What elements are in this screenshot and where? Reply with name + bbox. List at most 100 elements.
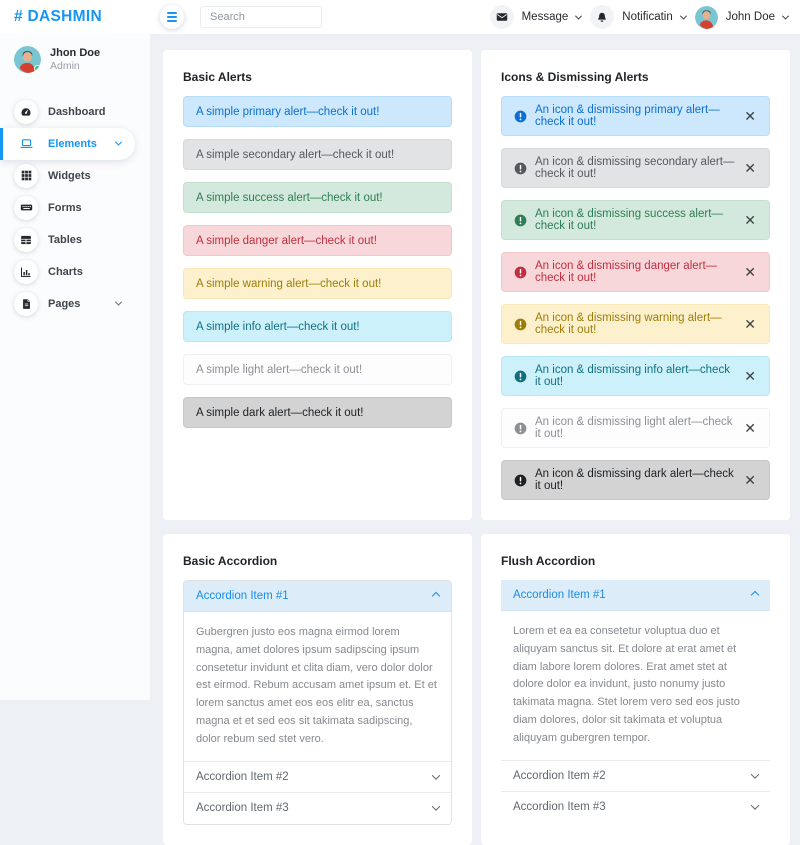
file-icon	[14, 291, 38, 316]
exclamation-circle-icon	[514, 318, 527, 331]
close-icon[interactable]: ✕	[744, 316, 756, 332]
notification-dropdown[interactable]: Notificatin	[590, 5, 687, 29]
exclamation-circle-icon	[514, 110, 527, 123]
alert-primary: An icon & dismissing primary alert—check…	[501, 96, 770, 136]
alert-secondary: A simple secondary alert—check it out!	[183, 139, 452, 170]
alert-text: An icon & dismissing warning alert—check…	[535, 312, 722, 336]
accordion-header-2[interactable]: Accordion Item #2	[184, 761, 451, 793]
accordion-header-3[interactable]: Accordion Item #3	[501, 791, 770, 823]
accordion-label: Accordion Item #1	[513, 589, 606, 601]
accordion-item: Accordion Item #1 Lorem et ea ea consetet…	[501, 580, 770, 761]
close-icon[interactable]: ✕	[744, 108, 756, 124]
chevron-up-icon	[750, 590, 760, 600]
laptop-icon	[14, 131, 38, 156]
user-avatar	[694, 5, 718, 29]
message-dropdown[interactable]: Message	[489, 5, 583, 29]
alert-text: An icon & dismissing primary alert—check…	[535, 104, 720, 128]
close-icon[interactable]: ✕	[744, 472, 756, 488]
accordion-item: Accordion Item #3	[184, 792, 451, 824]
card-title: Basic Alerts	[183, 70, 252, 84]
sidebar-item-label: Dashboard	[48, 105, 106, 118]
basic-accordion-card: Basic Accordion Accordion Item #1 Gubergr…	[163, 534, 472, 845]
alert-dark: An icon & dismissing dark alert—check it…	[501, 460, 770, 500]
alert-text: An icon & dismissing dark alert—check it…	[535, 468, 734, 492]
close-icon[interactable]: ✕	[744, 160, 756, 176]
sidebar-item-label: Forms	[48, 201, 82, 214]
sidebar-toggle-button[interactable]	[160, 5, 184, 29]
accordion-header-2[interactable]: Accordion Item #2	[501, 760, 770, 792]
online-status-dot	[34, 65, 41, 73]
accordion-body: Gubergren justo eos magna eirmod lorem m…	[184, 612, 451, 762]
sidebar-item-label: Pages	[48, 297, 81, 310]
basic-alerts-list: A simple primary alert—check it out! A si…	[183, 96, 452, 428]
accordion-header-3[interactable]: Accordion Item #3	[184, 792, 451, 824]
profile-role: Admin	[50, 60, 80, 73]
flush-accordion-card: Flush Accordion Accordion Item #1 Lorem e…	[481, 534, 790, 845]
profile-avatar	[14, 46, 41, 74]
chevron-up-icon	[431, 591, 441, 601]
sidebar: Jhon Doe Admin Dashboard Elements Widgets F…	[0, 34, 150, 700]
keyboard-icon	[14, 195, 38, 220]
gauge-icon	[14, 99, 38, 124]
sidebar-item-charts[interactable]: Charts	[0, 256, 135, 288]
sidebar-item-tables[interactable]: Tables	[0, 224, 135, 256]
chevron-down-icon	[114, 138, 123, 147]
chevron-down-icon	[750, 770, 760, 779]
sidebar-item-pages[interactable]: Pages	[0, 288, 135, 320]
exclamation-circle-icon	[514, 370, 527, 383]
sidebar-item-dashboard[interactable]: Dashboard	[0, 96, 135, 128]
close-icon[interactable]: ✕	[744, 368, 756, 384]
basic-accordion: Accordion Item #1 Gubergren justo eos mag…	[183, 580, 452, 825]
sidebar-profile[interactable]: Jhon Doe Admin	[0, 34, 150, 84]
close-icon[interactable]: ✕	[744, 212, 756, 228]
bell-icon	[590, 5, 615, 29]
sidebar-item-elements[interactable]: Elements	[0, 127, 135, 160]
chevron-down-icon	[114, 298, 123, 307]
topbar: # DASHMIN Message Notificatin John Doe	[0, 0, 800, 34]
accordion-item: Accordion Item #1 Gubergren justo eos mag…	[184, 581, 451, 762]
chevron-down-icon	[575, 12, 583, 20]
alert-text: A simple info alert—check it out!	[196, 320, 360, 333]
accordion-body: Lorem et ea ea consetetur voluptua duo e…	[501, 611, 770, 761]
exclamation-circle-icon	[514, 474, 527, 487]
user-dropdown[interactable]: John Doe	[694, 5, 790, 29]
alert-text: A simple light alert—check it out!	[196, 363, 363, 376]
accordion-label: Accordion Item #3	[196, 802, 289, 815]
accordion-label: Accordion Item #1	[196, 590, 289, 602]
envelope-icon	[489, 5, 514, 29]
sidebar-item-label: Tables	[48, 233, 83, 246]
alert-text: An icon & dismissing info alert—check it…	[535, 364, 730, 388]
card-title: Basic Accordion	[183, 554, 278, 568]
logo-wrap: # DASHMIN	[0, 8, 150, 26]
accordion-header-1[interactable]: Accordion Item #1	[184, 581, 451, 612]
close-icon[interactable]: ✕	[744, 420, 756, 436]
brand-logo[interactable]: # DASHMIN	[14, 8, 102, 25]
alert-success: An icon & dismissing success alert—check…	[501, 200, 770, 240]
alert-text: A simple danger alert—check it out!	[196, 234, 377, 247]
accordion-item: Accordion Item #2	[501, 760, 770, 792]
search-input[interactable]	[200, 6, 322, 28]
exclamation-circle-icon	[514, 266, 527, 279]
profile-name: Jhon Doe	[50, 47, 101, 59]
sidebar-item-widgets[interactable]: Widgets	[0, 160, 135, 192]
alert-warning: A simple warning alert—check it out!	[183, 268, 452, 299]
alert-text: An icon & dismissing success alert—check…	[535, 208, 723, 232]
sidebar-item-label: Widgets	[48, 169, 91, 182]
chevron-down-icon	[431, 771, 441, 780]
alert-primary: A simple primary alert—check it out!	[183, 96, 452, 127]
accordion-header-1[interactable]: Accordion Item #1	[501, 580, 770, 611]
sidebar-item-forms[interactable]: Forms	[0, 192, 135, 224]
exclamation-circle-icon	[514, 162, 527, 175]
main-content: Basic Alerts A simple primary alert—chec…	[150, 34, 800, 845]
alert-text: An icon & dismissing danger alert—check …	[535, 260, 718, 284]
alert-success: A simple success alert—check it out!	[183, 182, 452, 213]
close-icon[interactable]: ✕	[744, 264, 756, 280]
dismissing-alerts-list: An icon & dismissing primary alert—check…	[501, 96, 770, 500]
accordion-item: Accordion Item #3	[501, 791, 770, 823]
chevron-down-icon	[750, 801, 760, 811]
alert-danger: An icon & dismissing danger alert—check …	[501, 252, 770, 292]
basic-alerts-card: Basic Alerts A simple primary alert—chec…	[163, 50, 472, 520]
alert-secondary: An icon & dismissing secondary alert—che…	[501, 148, 770, 188]
accordion-label: Accordion Item #3	[513, 801, 606, 814]
card-title: Icons & Dismissing Alerts	[501, 70, 649, 84]
